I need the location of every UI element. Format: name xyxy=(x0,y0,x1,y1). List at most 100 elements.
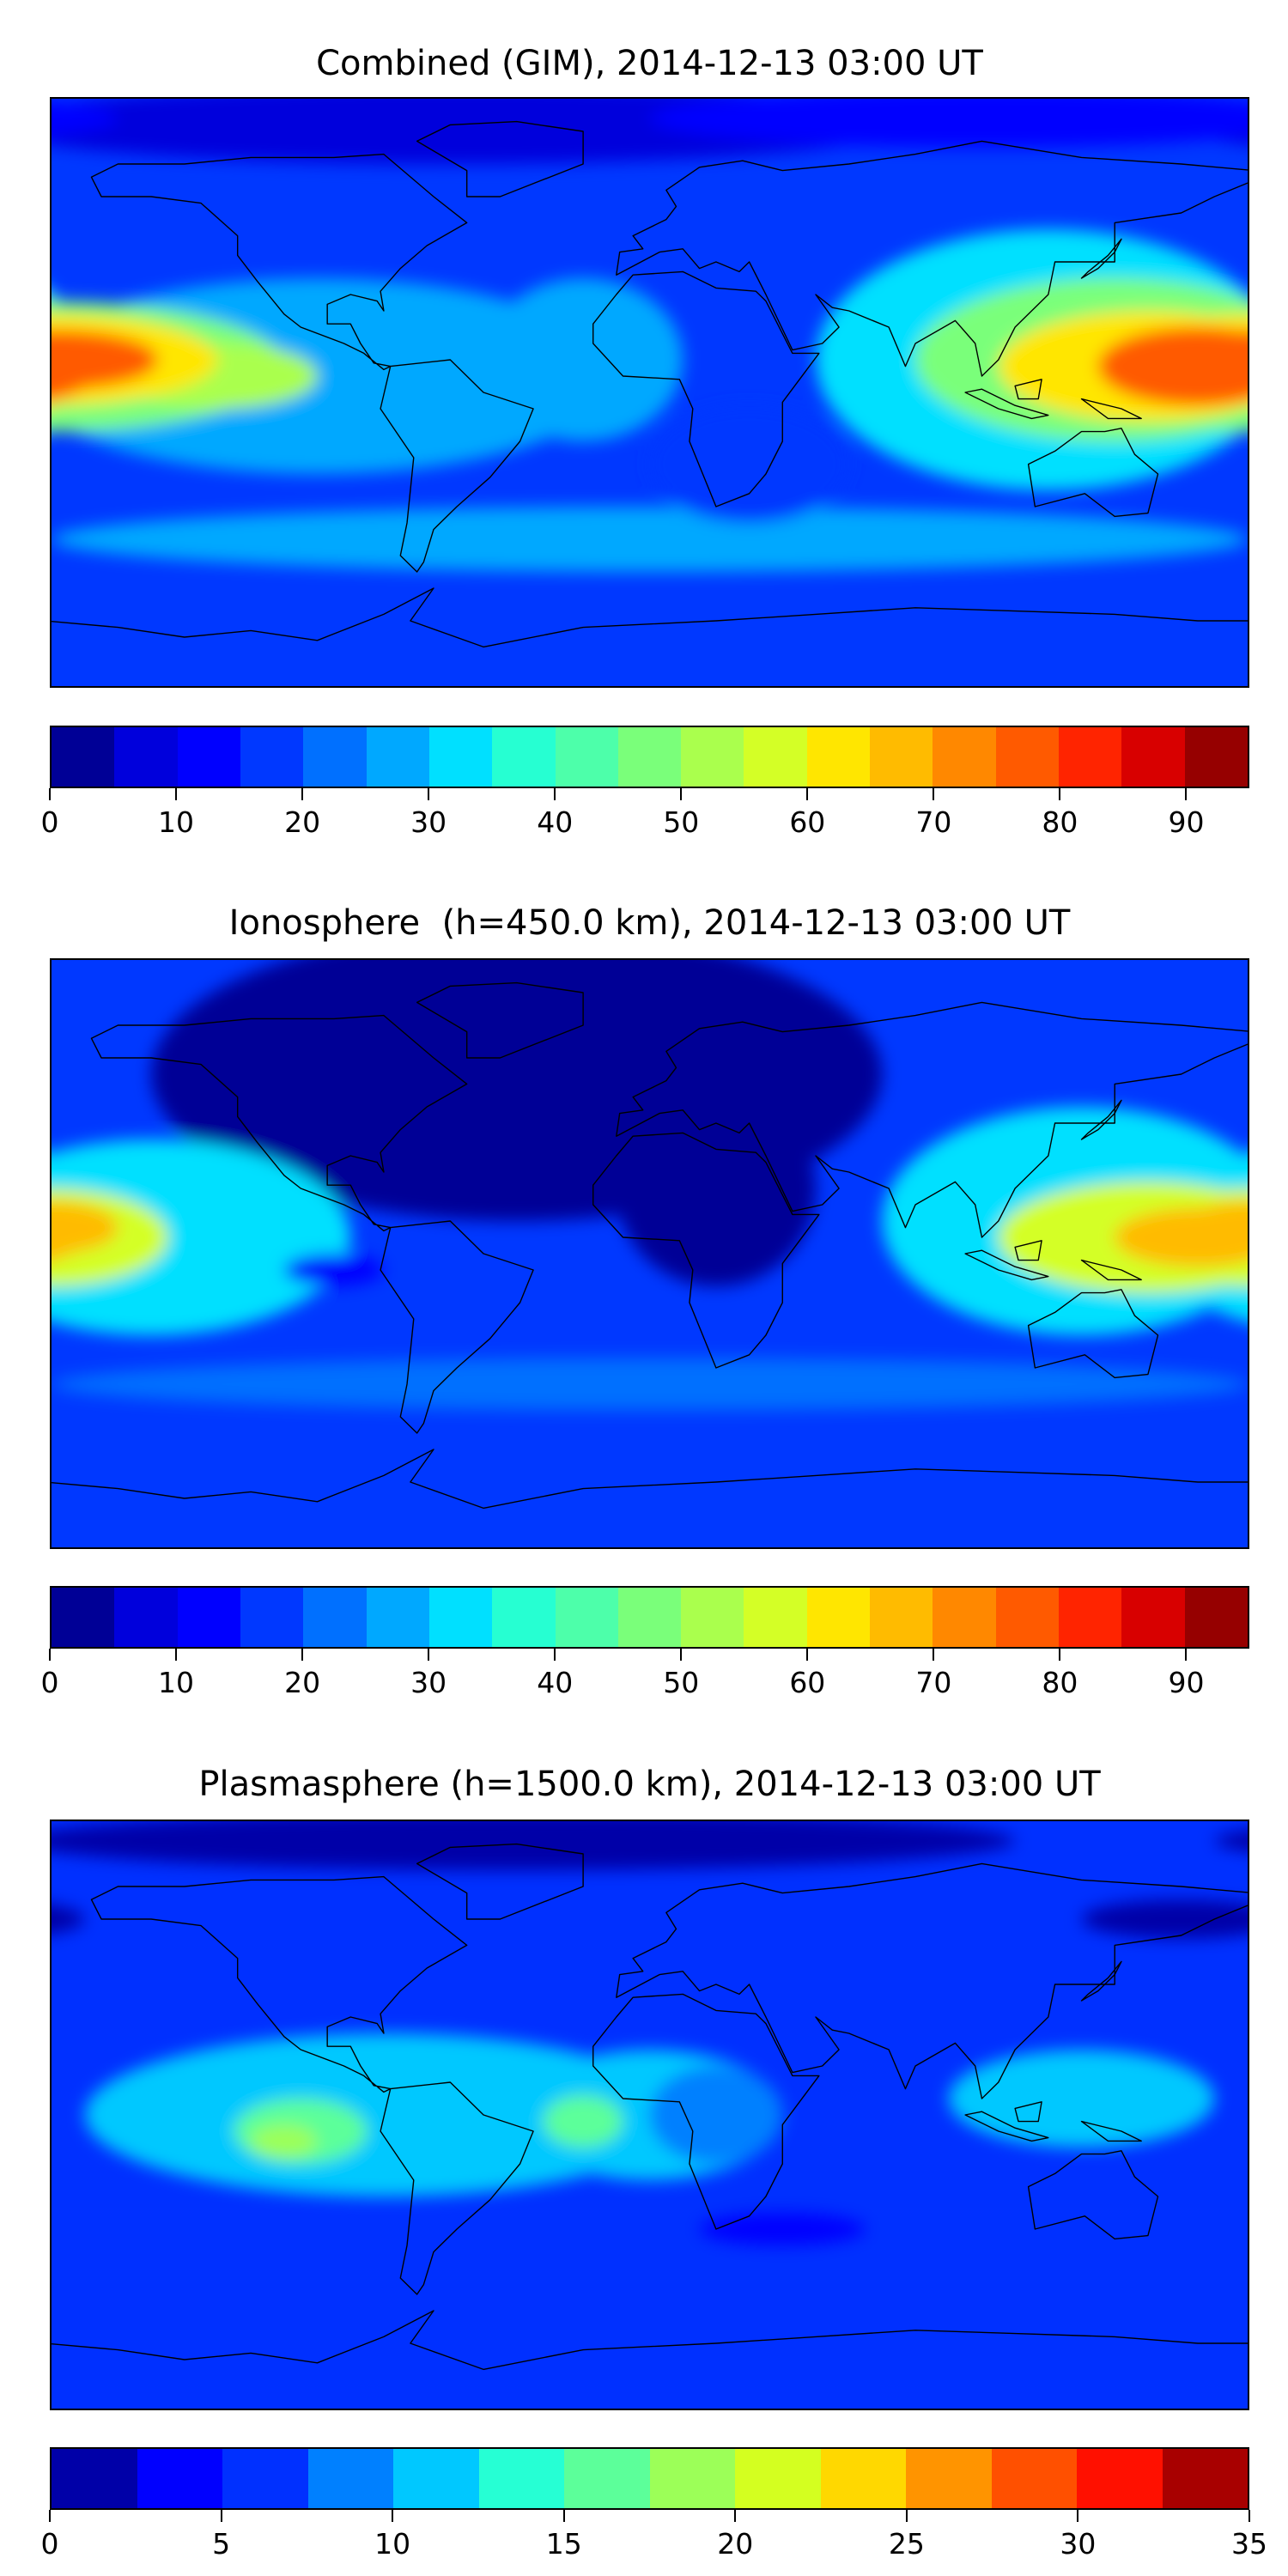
colorbar-segment xyxy=(564,2449,650,2508)
coastline-south-america xyxy=(380,1221,533,1433)
colorbar-tick xyxy=(554,788,556,800)
colorbar-tick-label: 0 xyxy=(40,2527,59,2561)
coastline-north-america xyxy=(91,1877,466,2093)
colorbar-segment xyxy=(222,2449,308,2508)
colorbar-segment xyxy=(240,727,304,787)
colorbar-tick xyxy=(1077,2510,1079,2522)
colorbar-tick-label: 80 xyxy=(1042,805,1078,839)
chart-title: Ionosphere (h=450.0 km), 2014-12-13 03:0… xyxy=(228,903,1071,943)
colorbar-segment xyxy=(555,727,618,787)
colorbar-segment xyxy=(177,1588,240,1647)
colorbar-segment xyxy=(991,2449,1077,2508)
colorbar-segment xyxy=(240,1588,304,1647)
colorbar-segment xyxy=(393,2449,479,2508)
colorbar-tick-label: 90 xyxy=(1168,805,1205,839)
colorbar-tick xyxy=(301,788,304,800)
colorbar-tick-label: 60 xyxy=(789,1666,826,1699)
colorbar-segment xyxy=(617,1588,682,1647)
coastline-japan xyxy=(1082,1961,1121,2001)
colorbar-tick xyxy=(1185,788,1188,800)
coastline-indonesia xyxy=(965,2102,1141,2142)
coastline-antarctica xyxy=(52,588,1248,686)
colorbar-segment xyxy=(744,727,807,787)
coastline-greenland xyxy=(417,983,583,1058)
coastline-antarctica xyxy=(52,1449,1248,1547)
coastline-australia xyxy=(1029,428,1158,517)
coastline-africa xyxy=(593,271,819,507)
coastline-antarctica xyxy=(52,2311,1248,2409)
field-contour-region xyxy=(1081,1899,1248,1939)
colorbar-tick xyxy=(1185,1649,1188,1661)
colorbar-tick xyxy=(1059,788,1061,800)
colorbar-segment xyxy=(681,727,744,787)
colorbar-segment xyxy=(428,727,493,787)
colorbar-tick xyxy=(806,1649,809,1661)
colorbar-tick-label: 0 xyxy=(40,805,59,839)
colorbar-tick-label: 70 xyxy=(915,1666,952,1699)
coastline-eurasia xyxy=(617,141,1248,376)
chart-title: Plasmasphere (h=1500.0 km), 2014-12-13 0… xyxy=(198,1765,1101,1804)
coastline-eurasia xyxy=(617,1863,1248,2099)
colorbar-tick xyxy=(562,2510,565,2522)
field-contour-region xyxy=(251,2124,318,2158)
colorbar-segment xyxy=(307,2449,393,2508)
colorbar-segment xyxy=(933,727,996,787)
coastline-japan xyxy=(1082,239,1121,278)
colorbar-tick xyxy=(392,2510,394,2522)
field-contour-region xyxy=(52,507,1248,572)
colorbar-tick xyxy=(1059,1649,1061,1661)
colorbar-segment xyxy=(649,2449,735,2508)
tec-map xyxy=(50,1820,1249,2410)
colorbar-tick xyxy=(428,1649,430,1661)
colorbar-tick xyxy=(554,1649,556,1661)
colorbar-tick xyxy=(175,1649,178,1661)
colorbar-segment xyxy=(492,727,556,787)
colorbar-segment xyxy=(366,727,429,787)
colorbar-segment xyxy=(744,1588,807,1647)
colorbar-segment xyxy=(52,2449,137,2508)
colorbar-segment xyxy=(1077,2449,1163,2508)
colorbar-segment xyxy=(303,1588,367,1647)
coastline-indonesia xyxy=(965,380,1141,419)
field-contour-region xyxy=(52,1213,85,1261)
coastline-north-america xyxy=(91,1016,466,1231)
colorbar-segment xyxy=(303,727,367,787)
colorbar-tick xyxy=(301,1649,304,1661)
colorbar-tick-label: 0 xyxy=(40,1666,59,1699)
colorbar-segment xyxy=(1162,2449,1248,2508)
colorbar-tick-label: 50 xyxy=(663,1666,700,1699)
field-contour-region xyxy=(649,405,849,523)
colorbar-segment xyxy=(1184,1588,1248,1647)
field-contour-region xyxy=(1115,1207,1248,1267)
colorbar-segment xyxy=(478,2449,564,2508)
tec-map xyxy=(50,958,1249,1549)
colorbar-tick-label: 40 xyxy=(537,805,574,839)
colorbar-tick-label: 10 xyxy=(374,2527,411,2561)
field-contour-region xyxy=(52,332,102,401)
colorbar xyxy=(50,2447,1249,2510)
colorbar-tick-label: 90 xyxy=(1168,1666,1205,1699)
field-contour-region xyxy=(543,2095,623,2148)
colorbar-tick xyxy=(933,788,935,800)
field-contour-region xyxy=(1214,1830,1248,1852)
coastline-japan xyxy=(1082,1100,1121,1139)
field-contour-region xyxy=(1097,327,1248,406)
coastline-north-america xyxy=(91,155,466,370)
colorbar-tick-label: 5 xyxy=(212,2527,231,2561)
chart-title: Combined (GIM), 2014-12-13 03:00 UT xyxy=(316,44,983,83)
colorbar-segment xyxy=(806,1588,871,1647)
colorbar-tick xyxy=(1249,2510,1250,2522)
colorbar-tick-label: 20 xyxy=(717,2527,754,2561)
colorbar-tick xyxy=(220,2510,222,2522)
field-contour-region xyxy=(52,1358,1248,1411)
colorbar-tick-label: 50 xyxy=(663,805,700,839)
colorbar-tick xyxy=(933,1649,935,1661)
coastline-africa xyxy=(593,1133,819,1368)
coastline-indonesia xyxy=(965,1241,1141,1280)
colorbar-segment xyxy=(1121,727,1185,787)
colorbar-segment xyxy=(995,727,1059,787)
colorbar-segment xyxy=(820,2449,906,2508)
field-contour-region xyxy=(616,1091,816,1286)
colorbar-tick-label: 80 xyxy=(1042,1666,1078,1699)
colorbar-segment xyxy=(806,727,871,787)
